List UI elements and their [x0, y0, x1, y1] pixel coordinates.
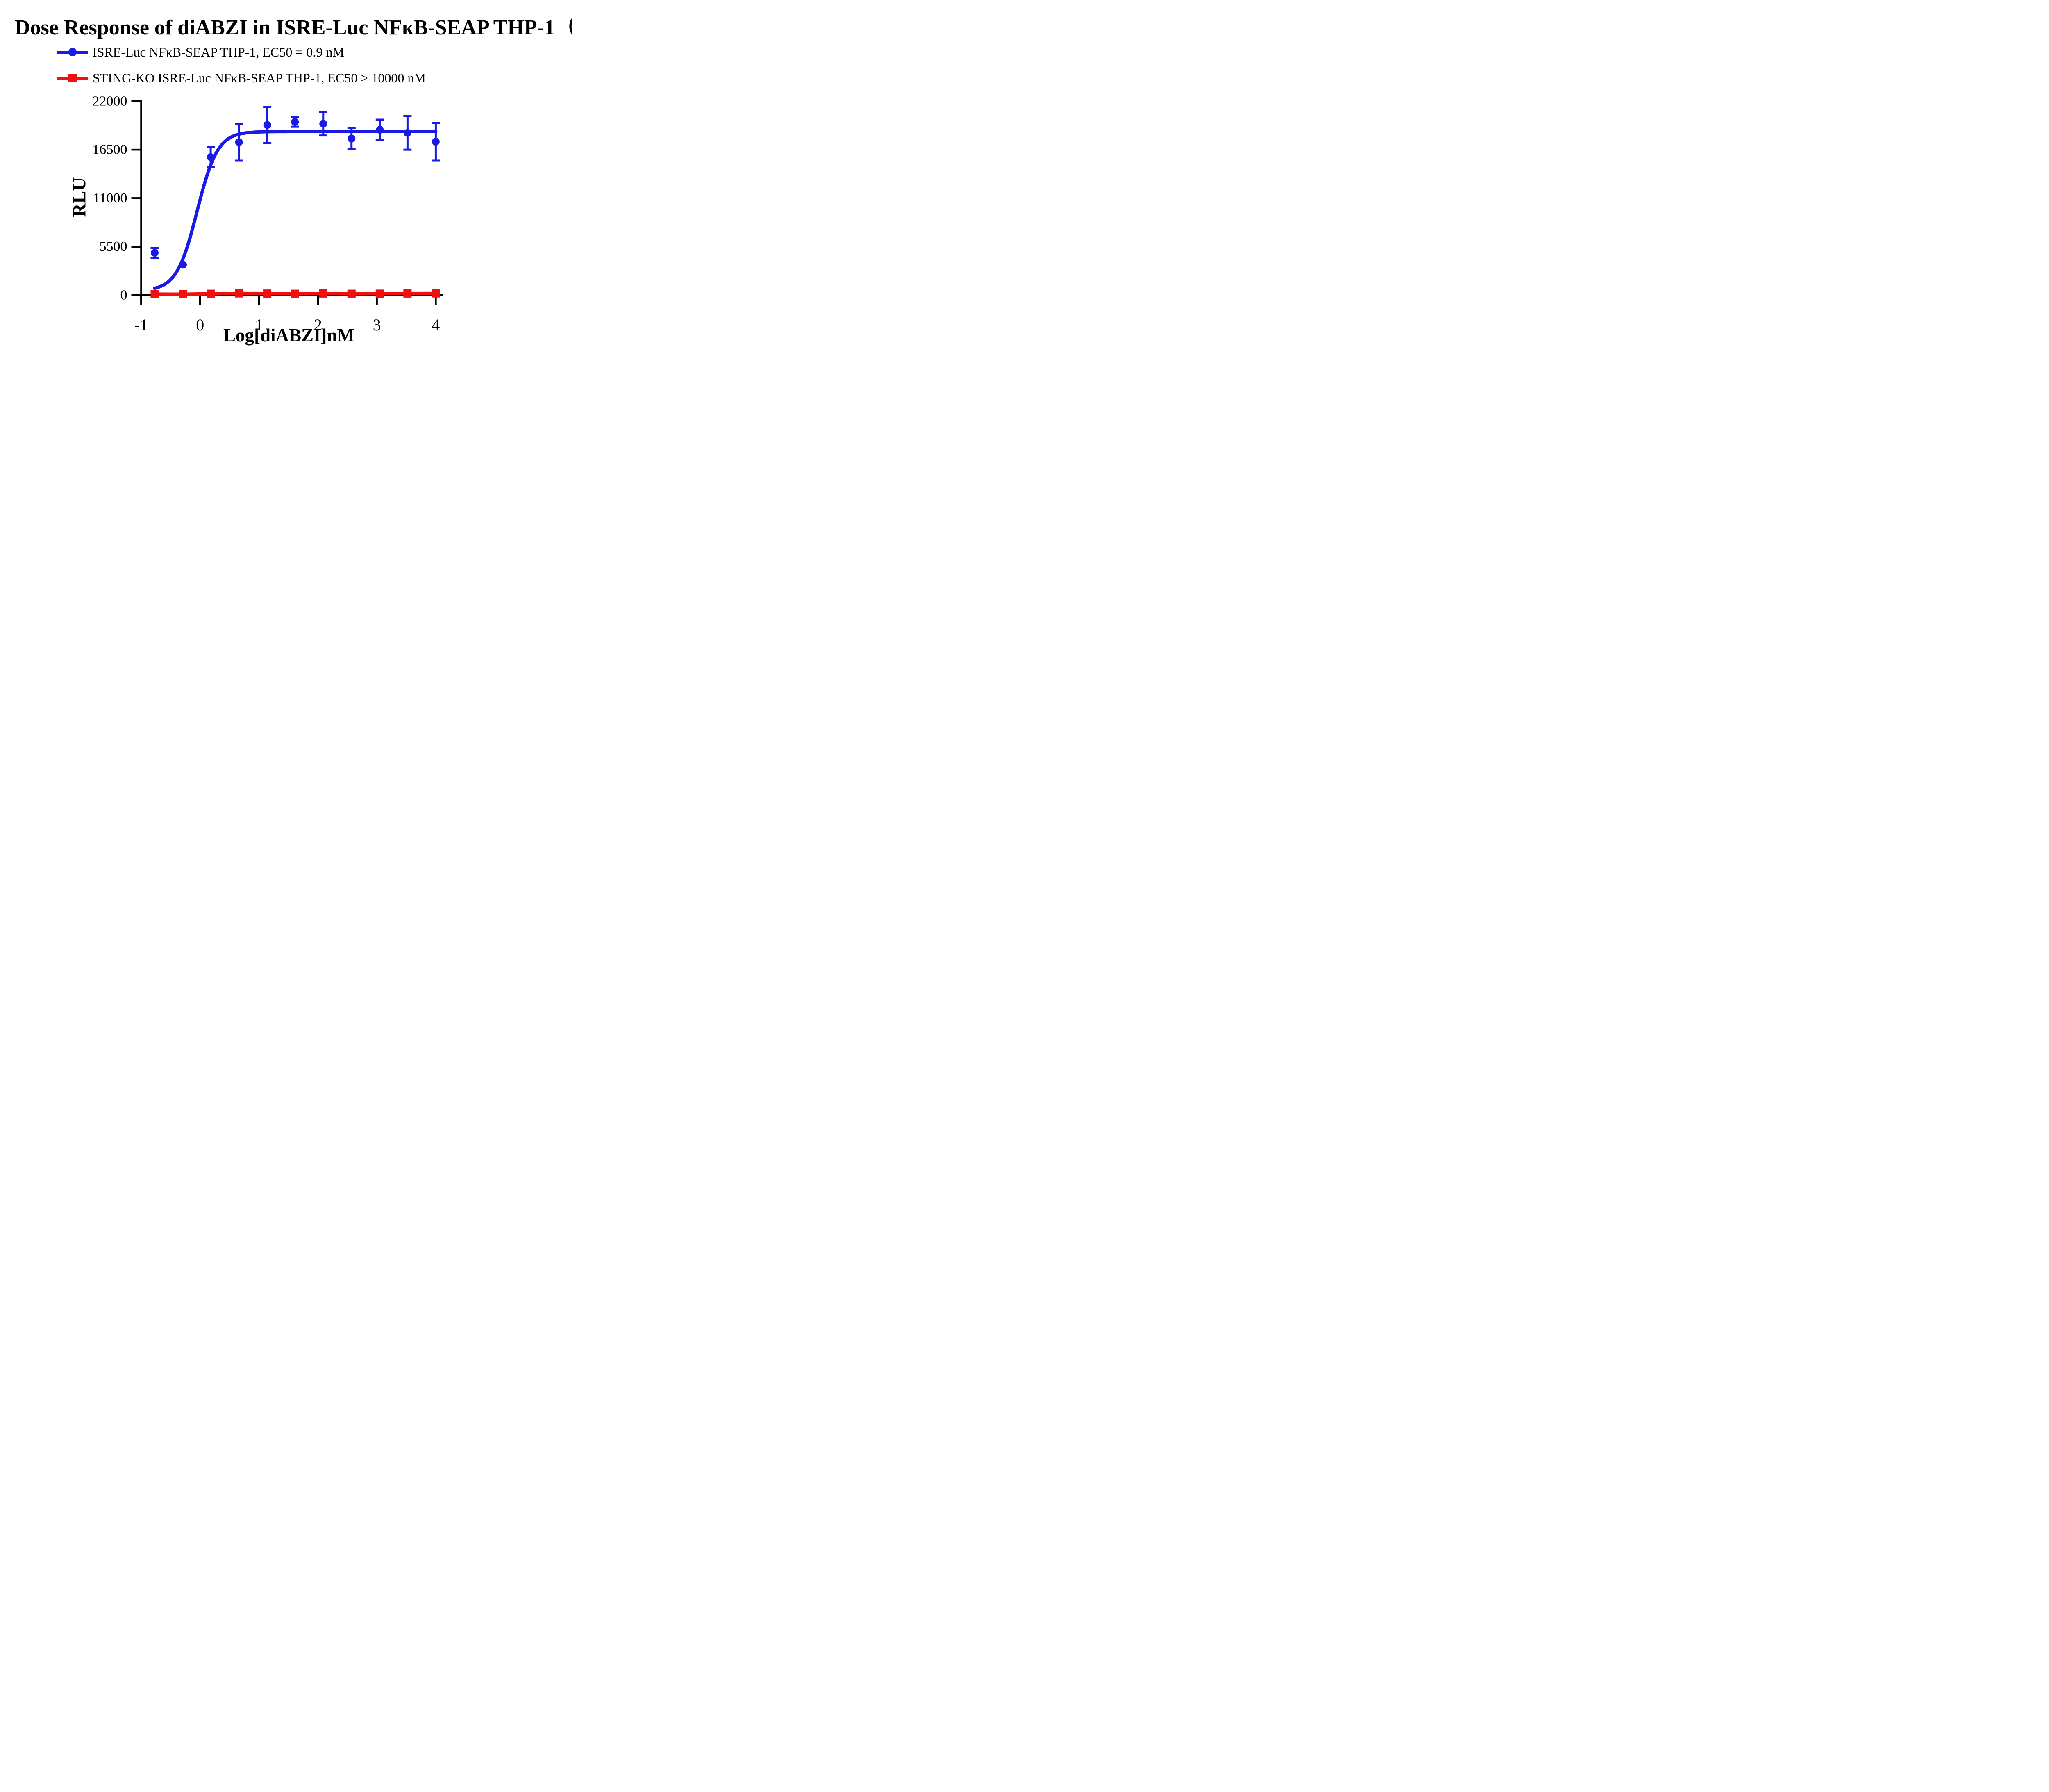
- x-tick-label: 0: [196, 316, 204, 334]
- y-tick-label: 11000: [93, 191, 127, 206]
- red-data-point: [319, 289, 327, 298]
- blue-data-point: [291, 118, 299, 126]
- red-data-point: [347, 289, 356, 298]
- blue-data-point: [432, 138, 440, 146]
- x-axis-ticks: -1 0 1 2 3 4: [134, 295, 440, 334]
- legend-marker-blue: [57, 44, 88, 60]
- red-data-point: [403, 289, 412, 298]
- fit-curve: [153, 130, 438, 290]
- blue-data-point: [403, 129, 411, 137]
- circle-marker-icon: [68, 48, 77, 56]
- y-tick-label: 0: [120, 288, 127, 303]
- red-data-point: [179, 290, 187, 298]
- x-tick-label: 2: [314, 316, 322, 334]
- legend-label-sting-ko: STING-KO ISRE-Luc NFκB-SEAP THP-1, EC50 …: [93, 70, 426, 85]
- red-data-point: [375, 289, 384, 298]
- x-tick-label: 4: [432, 316, 440, 334]
- y-tick-label: 16500: [93, 142, 127, 157]
- red-data-point: [291, 289, 299, 298]
- x-tick-label: -1: [134, 316, 148, 334]
- chart-title: Dose Response of diABZI in ISRE-Luc NFκB…: [15, 16, 572, 39]
- dose-response-plot: 0 5500 11000 16500 22000 -1 0 1 2 3 4: [93, 93, 443, 334]
- y-axis-ticks: 0 5500 11000 16500 22000: [93, 93, 141, 303]
- red-data-point: [263, 289, 272, 298]
- blue-data-point: [207, 153, 215, 161]
- y-tick-label: 5500: [100, 239, 127, 254]
- blue-data-point: [235, 138, 243, 146]
- x-axis-label: Log[diABZI]nM: [223, 325, 355, 346]
- blue-data-point: [150, 249, 159, 257]
- legend-item-sting-ko: STING-KO ISRE-Luc NFκB-SEAP THP-1, EC50 …: [57, 70, 426, 86]
- red-data-point: [207, 289, 215, 298]
- legend-marker-red: [57, 70, 88, 86]
- square-marker-icon: [68, 74, 77, 82]
- legend-label-isre-luc: ISRE-Luc NFκB-SEAP THP-1, EC50 = 0.9 nM: [93, 44, 344, 59]
- x-tick-label: 3: [373, 316, 381, 334]
- y-tick-label: 22000: [93, 93, 127, 109]
- x-tick-label: 1: [255, 316, 263, 334]
- red-data-point: [432, 289, 440, 298]
- series-sting-ko: [150, 289, 440, 298]
- blue-data-point: [263, 121, 271, 129]
- series-isre-luc: [150, 106, 440, 290]
- blue-data-point: [179, 261, 187, 269]
- blue-data-point: [348, 134, 356, 143]
- blue-data-point: [319, 120, 327, 128]
- legend-item-isre-luc: ISRE-Luc NFκB-SEAP THP-1, EC50 = 0.9 nM: [57, 44, 344, 60]
- figure: Dose Response of diABZI in ISRE-Luc NFκB…: [0, 0, 572, 358]
- red-data-point: [235, 289, 243, 298]
- red-data-point: [150, 290, 159, 298]
- blue-data-point: [376, 126, 384, 134]
